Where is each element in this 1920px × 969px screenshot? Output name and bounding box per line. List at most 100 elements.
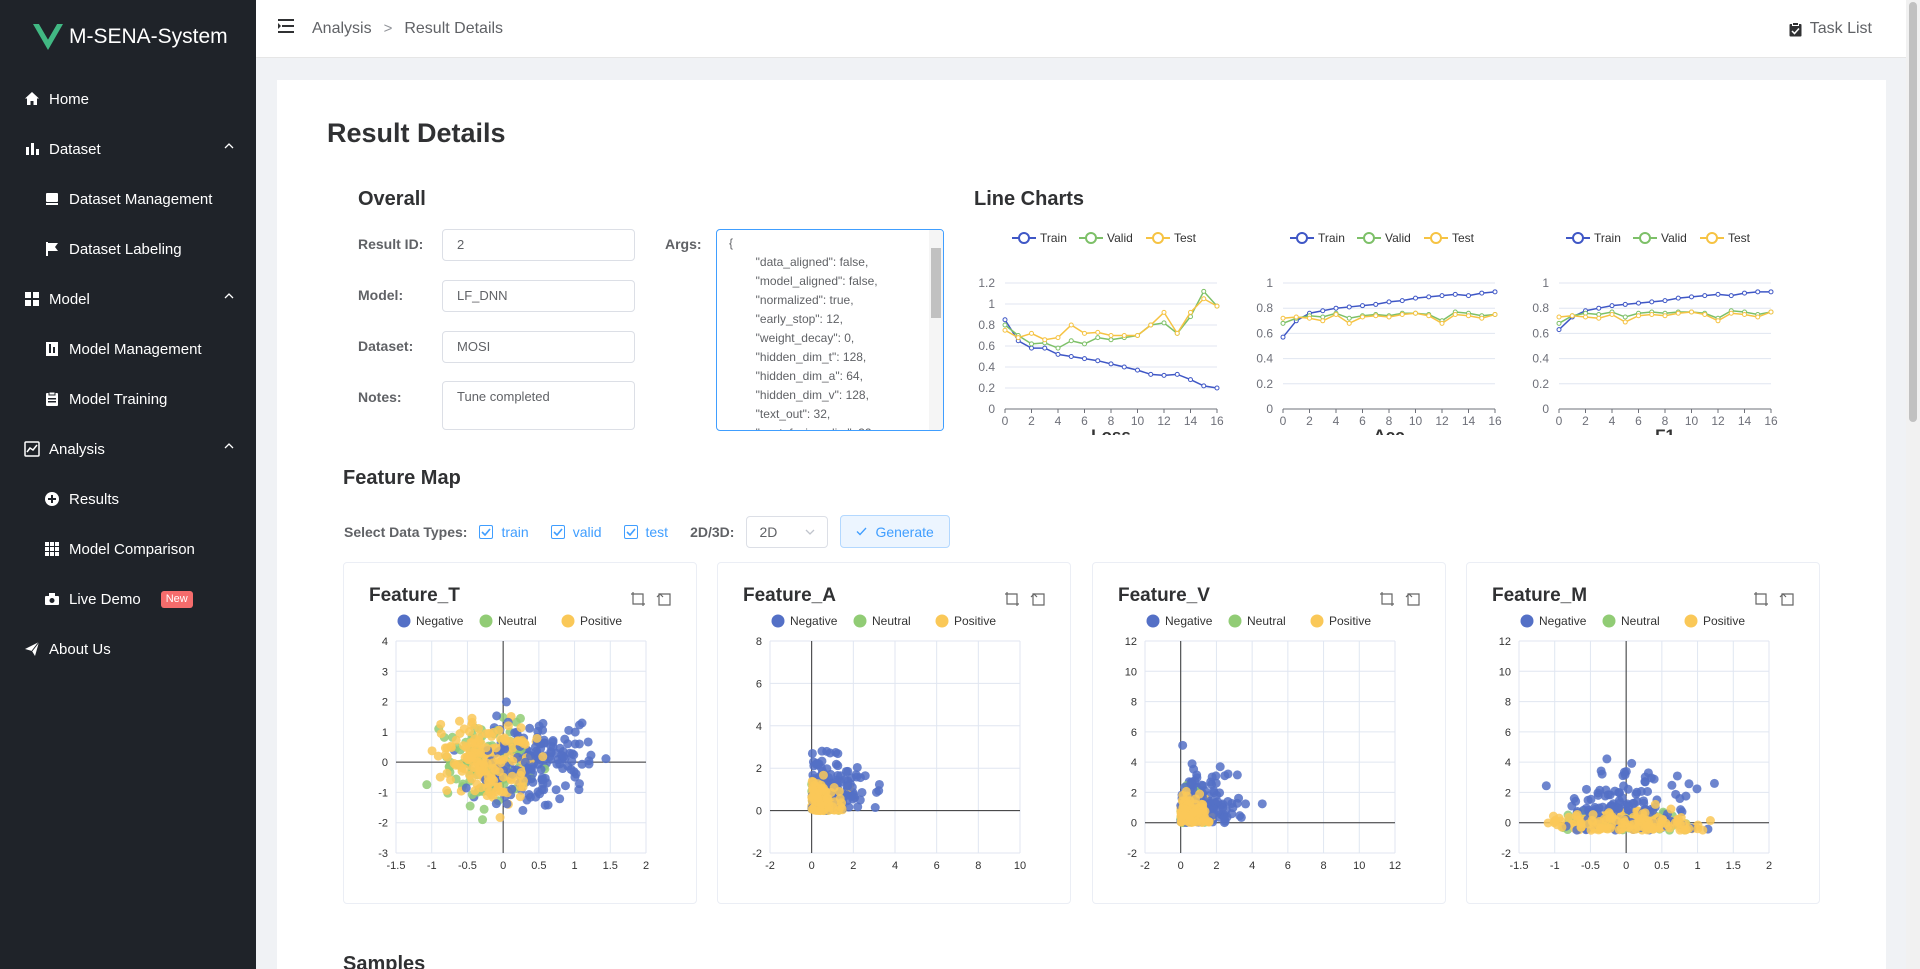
legend-valid[interactable]: Valid: [1079, 231, 1133, 245]
legend-train[interactable]: Train: [1566, 231, 1621, 245]
sidebar-item-model-comparison[interactable]: Model Comparison: [0, 524, 256, 574]
model-input[interactable]: LF_DNN: [442, 280, 635, 312]
menu-toggle-icon[interactable]: [278, 19, 294, 38]
y-tick-label: 0.8: [1532, 301, 1549, 315]
data-point: [1622, 301, 1628, 307]
home-icon: [24, 91, 40, 107]
scatter-point: [1235, 811, 1245, 821]
legend-positive[interactable]: Positive: [1684, 614, 1746, 628]
x-tick-label: 16: [1210, 414, 1224, 428]
restore-icon[interactable]: [656, 591, 672, 612]
legend-test[interactable]: Test: [1700, 231, 1751, 245]
scatter-point: [1672, 771, 1682, 781]
data-point: [1413, 295, 1418, 301]
scatter-point: [492, 711, 502, 721]
y-tick-label: 6: [1131, 727, 1137, 739]
check-icon: [550, 524, 565, 539]
scatter-point: [1665, 823, 1675, 833]
chevron-up-icon[interactable]: [224, 143, 234, 149]
zoom-icon[interactable]: [1379, 591, 1395, 612]
data-point: [1121, 364, 1127, 370]
sidebar-item-dataset-labeling[interactable]: Dataset Labeling: [0, 224, 256, 274]
y-tick-label: 0.6: [1532, 326, 1549, 340]
app-logo[interactable]: M-SENA-System: [0, 0, 256, 74]
x-tick-label: 12: [1711, 414, 1725, 428]
scatter-point: [1596, 766, 1606, 776]
checkbox-valid[interactable]: valid: [550, 524, 602, 540]
checkbox-test[interactable]: test: [623, 524, 668, 540]
scatter-point: [574, 779, 584, 789]
legend-train[interactable]: Train: [1012, 231, 1067, 245]
sidebar-item-model-training[interactable]: Model Training: [0, 374, 256, 424]
scatter-point: [1543, 818, 1553, 828]
legend-neutral[interactable]: Neutral: [479, 614, 537, 628]
scatter-point: [495, 813, 505, 823]
data-point: [1768, 289, 1774, 295]
scatter-point: [835, 794, 845, 803]
sidebar-item-dataset-management[interactable]: Dataset Management: [0, 174, 256, 224]
checkbox-train[interactable]: train: [479, 524, 529, 540]
args-scrollbar[interactable]: [929, 230, 943, 430]
chevron-up-icon[interactable]: [224, 293, 234, 299]
sidebar-item-label: Model: [49, 290, 90, 308]
clipboard-icon: [44, 391, 60, 407]
result-id-input[interactable]: 2: [442, 229, 635, 261]
dataset-input[interactable]: MOSI: [442, 331, 635, 363]
scatter-point: [1614, 788, 1624, 798]
breadcrumb-analysis[interactable]: Analysis: [312, 19, 372, 37]
legend-neutral[interactable]: Neutral: [1228, 614, 1286, 628]
legend-positive[interactable]: Positive: [561, 614, 623, 628]
sidebar-item-dataset[interactable]: Dataset: [0, 124, 256, 174]
legend-negative[interactable]: Negative: [1520, 614, 1587, 628]
task-list-button[interactable]: Task List: [1789, 20, 1872, 38]
chevron-up-icon[interactable]: [224, 443, 234, 449]
data-point: [1386, 314, 1392, 320]
zoom-icon[interactable]: [1004, 591, 1020, 612]
sidebar-item-model[interactable]: Model: [0, 274, 256, 324]
zoom-icon[interactable]: [1753, 591, 1769, 612]
scatter-point: [1178, 740, 1188, 750]
legend-valid[interactable]: Valid: [1357, 231, 1411, 245]
args-textarea[interactable]: { "data_aligned": false, "model_aligned"…: [716, 229, 944, 431]
data-point: [1174, 371, 1180, 377]
x-tick-label: 8: [1386, 414, 1393, 428]
restore-icon[interactable]: [1405, 591, 1421, 612]
legend-neutral[interactable]: Neutral: [853, 614, 911, 628]
x-tick-label: 8: [1662, 414, 1669, 428]
sidebar-item-model-management[interactable]: Model Management: [0, 324, 256, 374]
data-point: [1068, 354, 1074, 359]
y-tick-label: 1: [382, 727, 388, 739]
notes-textarea[interactable]: Tune completed: [442, 381, 635, 430]
legend-valid[interactable]: Valid: [1633, 231, 1687, 245]
sidebar-item-analysis[interactable]: Analysis: [0, 424, 256, 474]
dim-select[interactable]: 2D: [746, 515, 829, 548]
select-data-types-label: Select Data Types:: [344, 523, 468, 540]
zoom-icon[interactable]: [630, 591, 646, 612]
legend-negative[interactable]: Negative: [397, 614, 464, 628]
scatter-point: [516, 723, 526, 733]
legend-neutral[interactable]: Neutral: [1602, 614, 1660, 628]
sidebar-item-about-us[interactable]: About Us: [0, 624, 256, 674]
scatter-point: [824, 805, 834, 815]
scatter-plot: Negative Neutral Positive -2 0 2 4 6 8 10 12 12 10 8 6…: [1125, 614, 1401, 872]
legend-positive[interactable]: Positive: [935, 614, 997, 628]
generate-button[interactable]: Generate: [840, 515, 950, 548]
sidebar-item-home[interactable]: Home: [0, 74, 256, 124]
restore-icon[interactable]: [1030, 591, 1046, 612]
y-tick-label: -2: [1501, 848, 1511, 860]
page-scrollbar[interactable]: [1906, 0, 1920, 969]
restore-icon[interactable]: [1779, 591, 1795, 612]
sidebar-item-live-demo[interactable]: Live Demo New: [0, 574, 256, 624]
legend-test[interactable]: Test: [1146, 231, 1197, 245]
bar-chart-icon: [24, 141, 40, 157]
data-point: [1556, 320, 1562, 326]
sidebar-item-results[interactable]: Results: [0, 474, 256, 524]
flag-icon: [44, 241, 60, 257]
legend-train[interactable]: Train: [1290, 231, 1345, 245]
legend-positive[interactable]: Positive: [1310, 614, 1372, 628]
legend-test[interactable]: Test: [1424, 231, 1475, 245]
legend-negative[interactable]: Negative: [1146, 614, 1213, 628]
scatter-point: [1541, 781, 1551, 791]
legend-negative[interactable]: Negative: [771, 614, 838, 628]
